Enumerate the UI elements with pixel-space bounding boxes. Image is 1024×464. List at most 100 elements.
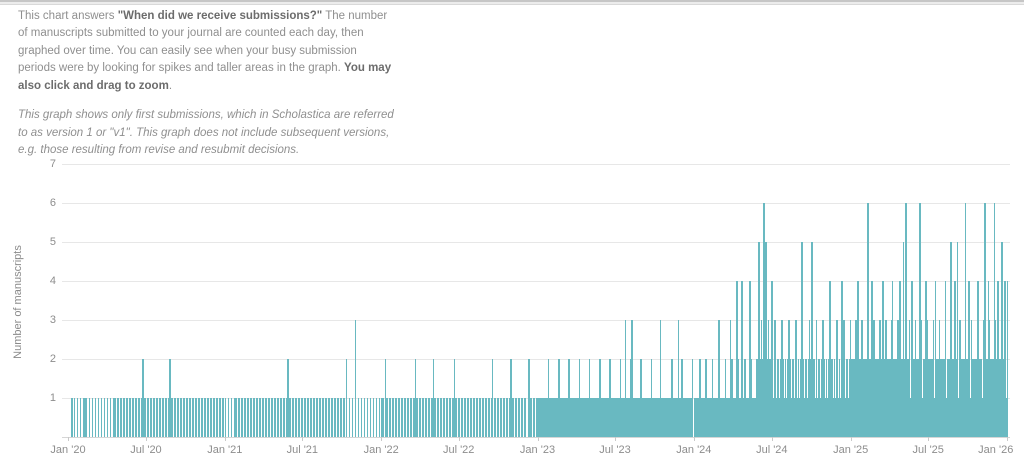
submission-bar[interactable] — [831, 398, 834, 437]
submission-bar[interactable] — [510, 359, 512, 437]
submission-bar[interactable] — [613, 398, 615, 437]
submission-bar[interactable] — [818, 398, 821, 437]
submission-bar[interactable] — [518, 398, 520, 437]
submission-bar[interactable] — [542, 398, 545, 437]
submission-bar[interactable] — [345, 359, 348, 437]
submission-bar[interactable] — [82, 398, 85, 437]
submission-bar[interactable] — [476, 398, 478, 437]
submission-bar[interactable] — [860, 398, 862, 437]
submission-bar[interactable] — [707, 398, 710, 437]
submission-bar[interactable] — [810, 359, 812, 437]
submission-bar[interactable] — [537, 398, 540, 437]
submission-bar[interactable] — [71, 398, 74, 437]
submission-bar[interactable] — [709, 398, 711, 437]
submission-bar[interactable] — [910, 359, 913, 437]
submission-bar[interactable] — [962, 398, 965, 437]
submission-bar[interactable] — [821, 398, 824, 437]
submission-bar[interactable] — [883, 359, 885, 437]
submission-bar[interactable] — [753, 398, 756, 437]
submission-bar[interactable] — [816, 398, 818, 437]
submission-bar[interactable] — [676, 398, 678, 437]
submission-bar[interactable] — [876, 359, 878, 437]
submission-bar[interactable] — [467, 398, 469, 437]
submission-bar[interactable] — [875, 398, 878, 437]
submission-bar[interactable] — [545, 398, 547, 437]
submission-bar[interactable] — [914, 359, 916, 437]
submission-bar[interactable] — [853, 398, 855, 437]
submission-bar[interactable] — [711, 359, 714, 437]
submission-bar[interactable] — [970, 320, 973, 437]
submission-bar[interactable] — [757, 398, 759, 437]
submission-bar[interactable] — [697, 398, 700, 437]
submission-bar[interactable] — [701, 398, 704, 437]
submission-bar[interactable] — [896, 320, 899, 437]
submission-bar[interactable] — [700, 398, 702, 437]
submission-bar[interactable] — [76, 398, 79, 437]
submission-bar[interactable] — [250, 398, 253, 437]
submission-bar[interactable] — [678, 398, 681, 437]
submission-bar[interactable] — [586, 398, 588, 437]
submission-bar[interactable] — [763, 203, 765, 437]
submission-bar[interactable] — [781, 320, 783, 437]
submission-bar[interactable] — [887, 398, 890, 437]
submission-bar[interactable] — [958, 359, 961, 437]
submission-bar[interactable] — [800, 242, 803, 437]
submission-bar[interactable] — [1004, 359, 1007, 437]
submission-bar[interactable] — [860, 320, 863, 437]
submission-bar[interactable] — [600, 398, 603, 437]
submission-bar[interactable] — [597, 398, 600, 437]
submission-bar[interactable] — [898, 359, 901, 437]
submission-bar[interactable] — [292, 398, 295, 437]
submission-bar[interactable] — [755, 398, 758, 437]
submission-bar[interactable] — [414, 359, 417, 437]
submission-bar[interactable] — [786, 398, 788, 437]
submission-bar[interactable] — [422, 398, 424, 437]
submission-bar[interactable] — [945, 398, 948, 437]
submission-bar[interactable] — [425, 398, 427, 437]
submission-bar[interactable] — [822, 320, 824, 437]
submission-bar[interactable] — [689, 398, 691, 437]
submission-bar[interactable] — [798, 398, 800, 437]
submission-bar[interactable] — [521, 398, 523, 437]
submission-bar[interactable] — [614, 398, 617, 437]
submission-bar[interactable] — [171, 398, 173, 437]
submission-bar[interactable] — [564, 398, 567, 437]
submission-bar[interactable] — [998, 359, 1000, 437]
submission-bar[interactable] — [791, 398, 794, 437]
submission-bar[interactable] — [606, 398, 609, 437]
submission-bar[interactable] — [595, 398, 597, 437]
submission-bar[interactable] — [895, 359, 897, 437]
submission-bar[interactable] — [120, 398, 122, 437]
submission-bar[interactable] — [994, 320, 997, 437]
submission-bar[interactable] — [195, 398, 197, 437]
submission-bar[interactable] — [626, 398, 628, 437]
submission-bar[interactable] — [820, 359, 823, 437]
submission-bar[interactable] — [986, 359, 988, 437]
submission-bar[interactable] — [547, 359, 550, 437]
submission-bar[interactable] — [316, 398, 319, 437]
submission-bar[interactable] — [404, 398, 406, 437]
submission-bar[interactable] — [740, 398, 742, 437]
submission-bar[interactable] — [112, 398, 115, 437]
submission-bar[interactable] — [686, 398, 689, 437]
submission-bar[interactable] — [865, 398, 867, 437]
submission-bar[interactable] — [410, 398, 412, 437]
submission-bar[interactable] — [922, 359, 925, 437]
submission-bar[interactable] — [509, 398, 511, 437]
submission-bar[interactable] — [743, 359, 746, 437]
submission-bar[interactable] — [577, 398, 579, 437]
submission-bar[interactable] — [773, 398, 776, 437]
submission-bar[interactable] — [844, 398, 847, 437]
submission-bar[interactable] — [797, 359, 800, 437]
submission-bar[interactable] — [897, 398, 900, 437]
submission-bar[interactable] — [745, 398, 747, 437]
submission-bar[interactable] — [971, 398, 974, 437]
submission-bar[interactable] — [869, 359, 872, 437]
submission-bar[interactable] — [669, 398, 672, 437]
submission-bar[interactable] — [774, 320, 776, 437]
submission-bar[interactable] — [944, 398, 946, 437]
submission-bar[interactable] — [657, 398, 659, 437]
submission-bar[interactable] — [992, 359, 995, 437]
submission-bar[interactable] — [961, 398, 963, 437]
submission-bar[interactable] — [830, 398, 832, 437]
